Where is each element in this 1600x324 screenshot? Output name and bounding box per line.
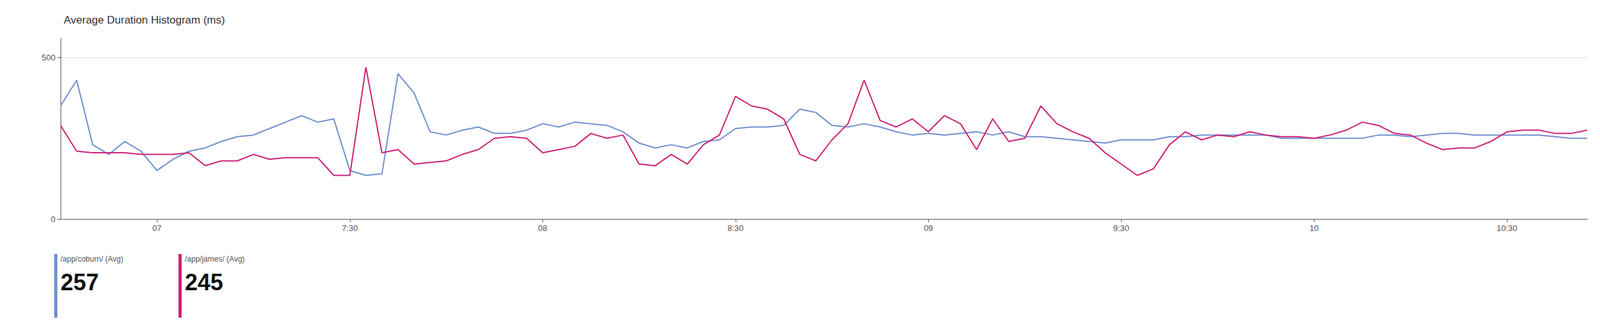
svg-text:07: 07 [152,223,162,234]
svg-text:245: 245 [184,269,224,296]
svg-text:9:30: 9:30 [1112,223,1129,234]
svg-text:8:30: 8:30 [727,223,744,234]
svg-text:/app/coburn/ (Avg): /app/coburn/ (Avg) [60,254,124,264]
svg-text:/app/james/ (Avg): /app/james/ (Avg) [184,254,245,264]
svg-text:Average Duration Histogram (ms: Average Duration Histogram (ms) [63,14,226,27]
svg-text:500: 500 [41,52,56,63]
svg-text:09: 09 [923,223,933,234]
svg-text:0: 0 [50,214,56,225]
svg-text:08: 08 [538,223,547,234]
svg-text:7:30: 7:30 [341,223,358,234]
svg-text:10: 10 [1309,223,1319,234]
svg-text:10:30: 10:30 [1496,223,1518,234]
svg-text:257: 257 [60,269,99,296]
